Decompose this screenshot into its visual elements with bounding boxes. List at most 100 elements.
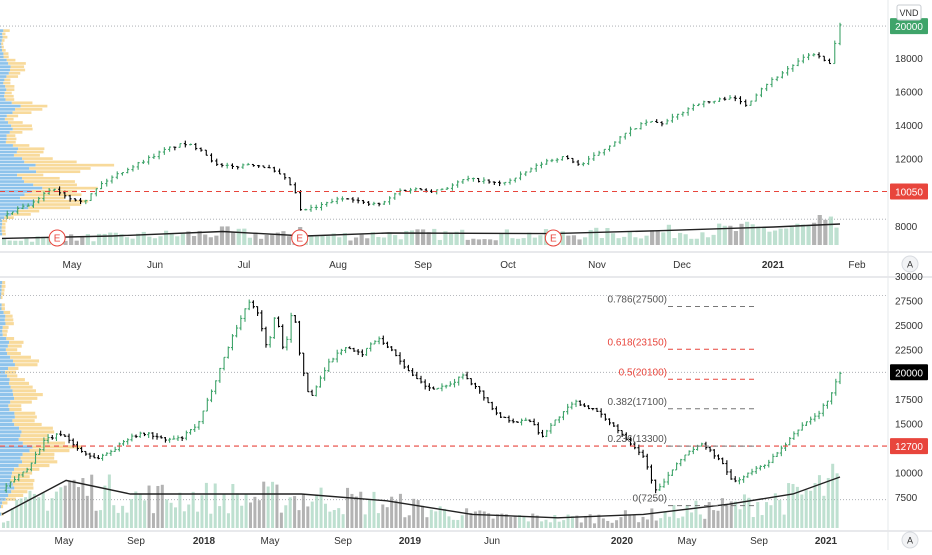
volume-profile-bar-buy — [0, 127, 13, 131]
volume-profile-bar-sell — [33, 183, 77, 187]
volume-bar — [24, 497, 28, 528]
volume-bar — [315, 494, 319, 528]
volume-bar — [175, 236, 180, 245]
volume-profile-bar-sell — [36, 170, 81, 174]
volume-bar — [314, 236, 320, 245]
volume-bar — [513, 515, 517, 528]
volume-profile-bar-sell — [13, 359, 40, 363]
volume-bar — [363, 514, 367, 528]
volume-bar — [398, 493, 402, 528]
earnings-marker-circle[interactable] — [291, 229, 309, 247]
volume-bar — [690, 512, 694, 528]
volume-profile-bar-sell — [20, 434, 49, 438]
volume-bar — [583, 237, 588, 245]
volume-bar — [169, 234, 174, 245]
fib-level-label: 0.382(17100) — [608, 397, 668, 408]
x-tick-label: Dec — [673, 260, 691, 271]
auto-scale-button[interactable] — [901, 255, 919, 273]
volume-profile-bar-buy — [0, 378, 10, 382]
volume-bar — [125, 512, 129, 528]
volume-bar — [41, 236, 46, 245]
volume-bar — [213, 483, 217, 528]
volume-bar — [348, 240, 353, 245]
volume-profile-bar-buy — [0, 124, 12, 128]
volume-profile-bar-buy — [0, 303, 2, 307]
volume-bar — [521, 238, 526, 245]
volume-bar — [231, 231, 236, 245]
volume-bar — [421, 229, 426, 245]
volume-profile-bar-buy — [0, 101, 12, 105]
volume-profile-bar-sell — [18, 437, 50, 441]
volume-bar — [784, 228, 789, 245]
volume-profile-bar-buy — [0, 170, 37, 174]
volume-profile-bar-buy — [0, 144, 13, 147]
volume-bar — [637, 522, 641, 528]
volume-bar — [331, 233, 336, 245]
volume-profile-bar-buy — [0, 434, 21, 438]
volume-bar — [599, 238, 604, 245]
volume-profile-bar-buy — [0, 157, 23, 160]
x-tick-label: Nov — [588, 260, 606, 271]
volume-bar — [186, 231, 191, 245]
y-tick-label: 30000 — [895, 272, 923, 283]
volume-profile-bar-sell — [2, 32, 6, 36]
volume-bar — [588, 514, 592, 528]
volume-bar — [535, 515, 539, 528]
volume-profile-bar-sell — [9, 68, 26, 72]
auto-scale-button[interactable] — [901, 531, 919, 549]
volume-profile-bar-buy — [0, 463, 19, 468]
candles-layer — [4, 22, 842, 494]
volume-bar — [99, 510, 103, 528]
volume-profile-bar-buy — [0, 363, 15, 367]
volume-profile-bar-buy — [0, 396, 15, 400]
volume-profile-bar-buy — [0, 117, 5, 121]
volume-bar — [500, 513, 504, 528]
earnings-marker-circle[interactable] — [48, 229, 66, 247]
volume-profile-bar-sell — [20, 104, 48, 108]
volume-bar — [103, 485, 107, 528]
earnings-marker-circle[interactable] — [544, 229, 562, 247]
volume-profile-bar-sell — [6, 88, 15, 92]
x-tick-label: 2020 — [611, 536, 634, 547]
volume-bar — [566, 514, 570, 528]
volume-bar — [522, 516, 526, 528]
volume-bar — [271, 481, 275, 528]
volume-profile-bar-buy — [0, 404, 9, 408]
volume-profile-bar-buy — [0, 467, 15, 471]
volume-bar — [197, 230, 202, 245]
volume-profile-bar-sell — [2, 281, 6, 285]
volume-bar — [510, 238, 515, 245]
volume-bar — [447, 516, 451, 528]
volume-bar — [616, 238, 621, 245]
volume-profile-bar-buy — [0, 150, 17, 154]
volume-bar — [235, 493, 239, 528]
volume-bar — [365, 238, 370, 245]
volume-bar — [622, 236, 627, 245]
volume-bar — [240, 505, 244, 528]
volume-bar — [615, 520, 619, 528]
volume-bar — [672, 238, 677, 245]
volume-profile-bar-sell — [5, 370, 17, 374]
volume-profile-bar-sell — [18, 463, 50, 468]
x-tick-label: Feb — [848, 260, 866, 271]
y-tick-label: 8000 — [895, 222, 918, 233]
volume-bar — [438, 506, 442, 528]
support-price-badge — [890, 183, 928, 200]
volume-bar — [113, 232, 118, 245]
volume-bar — [460, 515, 464, 528]
volume-profile-bar-sell — [6, 75, 19, 78]
volume-profile-bar-sell — [4, 78, 11, 82]
volume-bar — [800, 224, 806, 245]
volume-profile-bar-buy — [0, 104, 21, 108]
volume-bar — [306, 506, 310, 528]
volume-bar — [209, 513, 213, 528]
volume-bar — [129, 499, 133, 528]
volume-profile-bar-buy — [0, 344, 8, 348]
volume-bar — [319, 487, 323, 528]
volume-bar — [789, 226, 794, 245]
volume-profile-bar-buy — [0, 288, 2, 292]
volume-bar — [138, 493, 142, 528]
volume-profile-bar-buy — [0, 415, 15, 419]
axes-layer: E E E 8000 10000 12000 14000 16000 18000 20000 100… — [48, 4, 928, 549]
